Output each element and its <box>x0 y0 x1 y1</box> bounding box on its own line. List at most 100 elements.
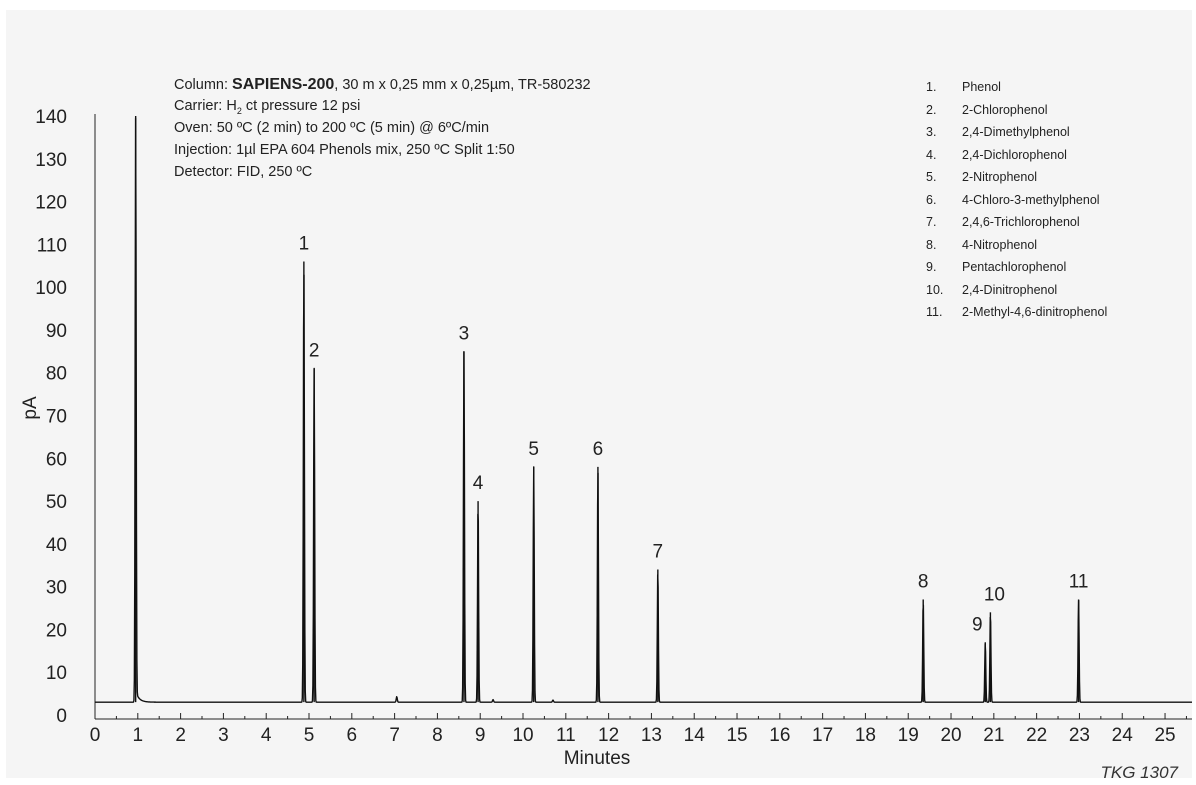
y-tick-label: 130 <box>35 150 67 171</box>
legend-number: 2. <box>926 102 937 117</box>
legend-item: 2. 2-Chlorophenol <box>926 99 1107 122</box>
column-specs: , 30 m x 0,25 mm x 0,25µm, TR-580232 <box>334 77 591 93</box>
legend-compound: 2,4,6-Trichlorophenol <box>962 215 1080 229</box>
peak-label: 3 <box>459 323 470 344</box>
x-tick-label: 11 <box>556 725 576 746</box>
x-tick-label: 17 <box>812 725 833 746</box>
peak-label: 9 <box>972 614 983 635</box>
y-axis: 0 10 20 30 40 50 60 70 80 90 100 110 120 130 140 <box>35 107 96 727</box>
legend-item: 9. Pentachlorophenol <box>926 256 1107 279</box>
legend-item: 3. 2,4-Dimethylphenol <box>926 121 1107 144</box>
legend-compound: 2,4-Dimethylphenol <box>962 125 1070 139</box>
x-tick-label: 24 <box>1112 725 1134 746</box>
legend-item: 4. 2,4-Dichlorophenol <box>926 144 1107 167</box>
x-tick-label: 9 <box>475 725 486 746</box>
injection-info: Injection: 1µl EPA 604 Phenols mix, 250 … <box>174 142 515 158</box>
legend-compound: Phenol <box>962 80 1001 94</box>
peak-label: 10 <box>984 584 1005 605</box>
x-tick-label: 1 <box>133 725 144 746</box>
legend-compound: 2,4-Dinitrophenol <box>962 282 1058 297</box>
compound-legend: 1. Phenol 2. 2-Chlorophenol 3. 2,4-Dimethylph… <box>926 76 1107 324</box>
legend-compound: Pentachlorophenol <box>962 260 1067 274</box>
carrier-pressure: ct pressure 12 psi <box>241 98 361 114</box>
y-tick-label: 30 <box>46 578 67 599</box>
peak-label: 8 <box>918 571 929 592</box>
peak-label: 7 <box>653 542 664 563</box>
legend-number: 5. <box>926 170 937 184</box>
y-tick-label: 60 <box>46 449 67 470</box>
peak-label: 1 <box>299 233 310 254</box>
legend-number: 10. <box>926 282 944 297</box>
x-tick-label: 23 <box>1069 725 1090 746</box>
peak-label: 4 <box>473 473 484 494</box>
y-tick-label: 20 <box>46 620 67 641</box>
y-tick-label: 90 <box>46 321 67 342</box>
legend-compound: 4-Chloro-3-methylphenol <box>962 192 1100 207</box>
legend-item: 1. Phenol <box>926 76 1107 99</box>
legend-number: 4. <box>926 147 937 162</box>
x-tick-label: 14 <box>684 725 706 746</box>
legend-number: 3. <box>926 125 937 139</box>
y-tick-label: 10 <box>46 663 67 684</box>
x-tick-label: 4 <box>261 725 272 746</box>
y-tick-label: 40 <box>46 535 67 556</box>
x-tick-label: 19 <box>898 725 919 746</box>
legend-compound: 2-Nitrophenol <box>962 170 1038 184</box>
y-axis-label: pA <box>20 396 41 420</box>
x-tick-label: 2 <box>175 725 186 746</box>
legend-number: 7. <box>926 215 937 229</box>
x-tick-label: 8 <box>432 725 443 746</box>
x-tick-label: 16 <box>769 725 790 746</box>
peak-label: 5 <box>528 439 539 460</box>
oven-info: Oven: 50 ºC (2 min) to 200 ºC (5 min) @ … <box>174 120 490 136</box>
legend-number: 8. <box>926 237 937 252</box>
x-tick-label: 5 <box>304 725 315 746</box>
peak-labels: 1 2 3 4 5 6 7 8 910 11 <box>299 233 1089 635</box>
column-info: Column: SAPIENS-200, 30 m x 0,25 mm x 0,… <box>174 76 591 94</box>
x-axis-label: Minutes <box>564 748 631 769</box>
y-tick-label: 80 <box>46 364 67 385</box>
x-tick-label: 12 <box>598 725 619 746</box>
x-tick-label: 18 <box>855 725 876 746</box>
legend-number: 1. <box>926 80 937 94</box>
legend-compound: 2-Chlorophenol <box>962 102 1048 117</box>
chromatogram-trace <box>94 117 1192 703</box>
x-tick-label: 21 <box>983 725 1004 746</box>
y-tick-label: 70 <box>46 407 67 428</box>
x-tick-label: 0 <box>90 725 101 746</box>
legend-item: 5. 2-Nitrophenol <box>926 166 1107 189</box>
legend-item: 8. 4-Nitrophenol <box>926 234 1107 257</box>
legend-item: 7. 2,4,6-Trichlorophenol <box>926 211 1107 234</box>
legend-item: 11. 2-Methyl-4,6-dinitrophenol <box>926 301 1107 324</box>
legend-compound: 2-Methyl-4,6-dinitrophenol <box>962 305 1108 319</box>
x-tick-label: 20 <box>940 725 961 746</box>
column-label: Column: <box>174 77 233 93</box>
legend-compound: 4-Nitrophenol <box>962 237 1038 252</box>
y-tick-label: 120 <box>35 193 67 214</box>
carrier-label: Carrier: H <box>174 98 237 114</box>
x-tick-label: 3 <box>218 725 229 746</box>
peak-label: 11 <box>1069 571 1089 592</box>
legend-number: 6. <box>926 192 937 207</box>
column-name: SAPIENS-200 <box>232 76 335 93</box>
legend-item: 10. 2,4-Dinitrophenol <box>926 279 1107 302</box>
x-tick-label: 22 <box>1026 725 1047 746</box>
peak-label: 2 <box>309 340 320 361</box>
y-tick-label: 50 <box>46 492 67 513</box>
y-tick-label: 0 <box>56 706 67 727</box>
y-tick-label: 140 <box>35 107 67 128</box>
x-tick-label: 15 <box>726 725 747 746</box>
legend-number: 9. <box>926 260 937 274</box>
y-tick-label: 100 <box>35 278 67 299</box>
legend-compound: 2,4-Dichlorophenol <box>962 147 1067 162</box>
x-tick-label: 6 <box>347 725 358 746</box>
legend-item: 6. 4-Chloro-3-methylphenol <box>926 189 1107 212</box>
legend-number: 11. <box>926 305 943 319</box>
figure-code: TKG 1307 <box>1100 763 1179 782</box>
x-tick-label: 13 <box>641 725 662 746</box>
peak-label: 6 <box>593 439 604 460</box>
y-tick-label: 110 <box>37 235 67 256</box>
x-tick-label: 10 <box>512 725 533 746</box>
